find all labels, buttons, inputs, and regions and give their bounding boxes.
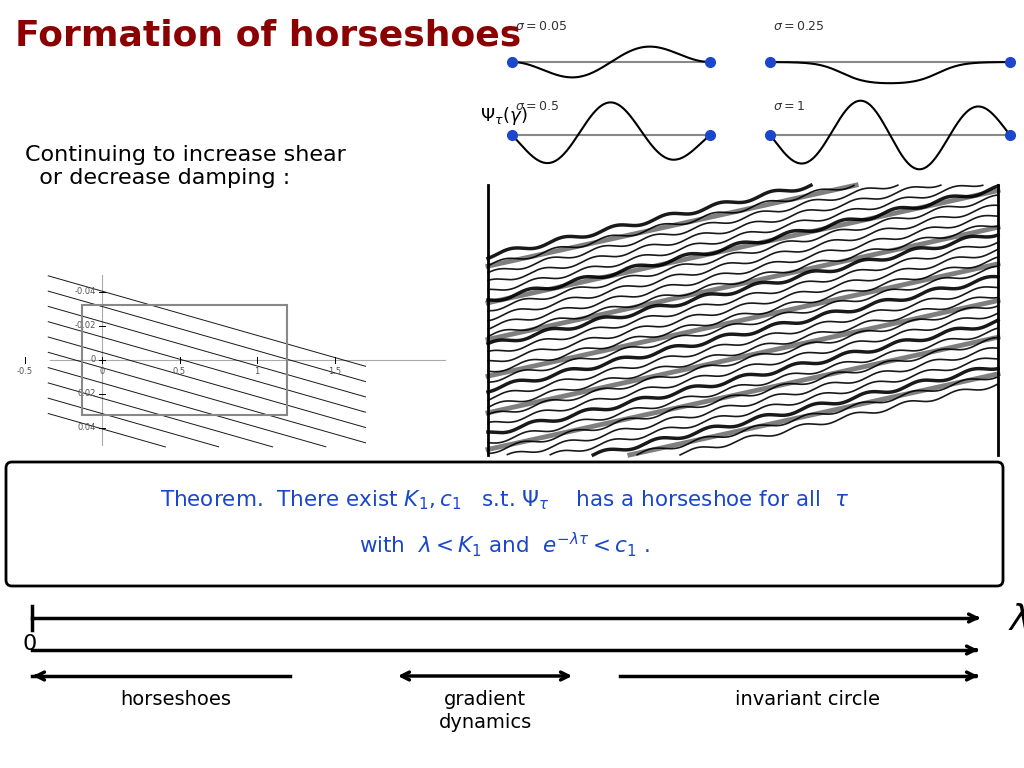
Text: $\lambda$: $\lambda$: [1008, 603, 1024, 637]
Text: gradient
dynamics: gradient dynamics: [438, 690, 531, 733]
Text: 1: 1: [254, 367, 260, 376]
Text: $\sigma = 1$: $\sigma = 1$: [773, 100, 805, 113]
Text: 0: 0: [23, 634, 37, 654]
Text: 0.04: 0.04: [78, 423, 96, 432]
FancyBboxPatch shape: [6, 462, 1002, 586]
Text: invariant circle: invariant circle: [735, 690, 880, 709]
Text: 1.5: 1.5: [328, 367, 341, 376]
Text: $\sigma = 0.05$: $\sigma = 0.05$: [515, 20, 567, 33]
Text: $\Psi_\tau(\gamma)$: $\Psi_\tau(\gamma)$: [480, 105, 527, 127]
Text: Formation of horseshoes: Formation of horseshoes: [15, 18, 521, 52]
Text: Theorem.  There exist $K_1, c_1$   s.t. $\Psi_\tau$    has a horseshoe for all  : Theorem. There exist $K_1, c_1$ s.t. $\P…: [160, 488, 849, 511]
Text: 0: 0: [99, 367, 104, 376]
Text: with  $\lambda < K_1$ and  $e^{-\lambda\tau} < c_1$ .: with $\lambda < K_1$ and $e^{-\lambda\ta…: [359, 530, 650, 559]
Text: $\sigma = 0.25$: $\sigma = 0.25$: [773, 20, 824, 33]
Text: 0.5: 0.5: [173, 367, 186, 376]
Text: 0.02: 0.02: [78, 389, 96, 399]
Text: horseshoes: horseshoes: [121, 690, 231, 709]
Text: -0.02: -0.02: [75, 322, 96, 330]
Text: -0.5: -0.5: [16, 367, 33, 376]
Bar: [82, 305, 287, 415]
Text: $\sigma = 0.5$: $\sigma = 0.5$: [515, 100, 559, 113]
Text: -0.04: -0.04: [75, 287, 96, 296]
Text: 0: 0: [91, 356, 96, 365]
Text: Continuing to increase shear
  or decrease damping :: Continuing to increase shear or decrease…: [25, 145, 346, 188]
